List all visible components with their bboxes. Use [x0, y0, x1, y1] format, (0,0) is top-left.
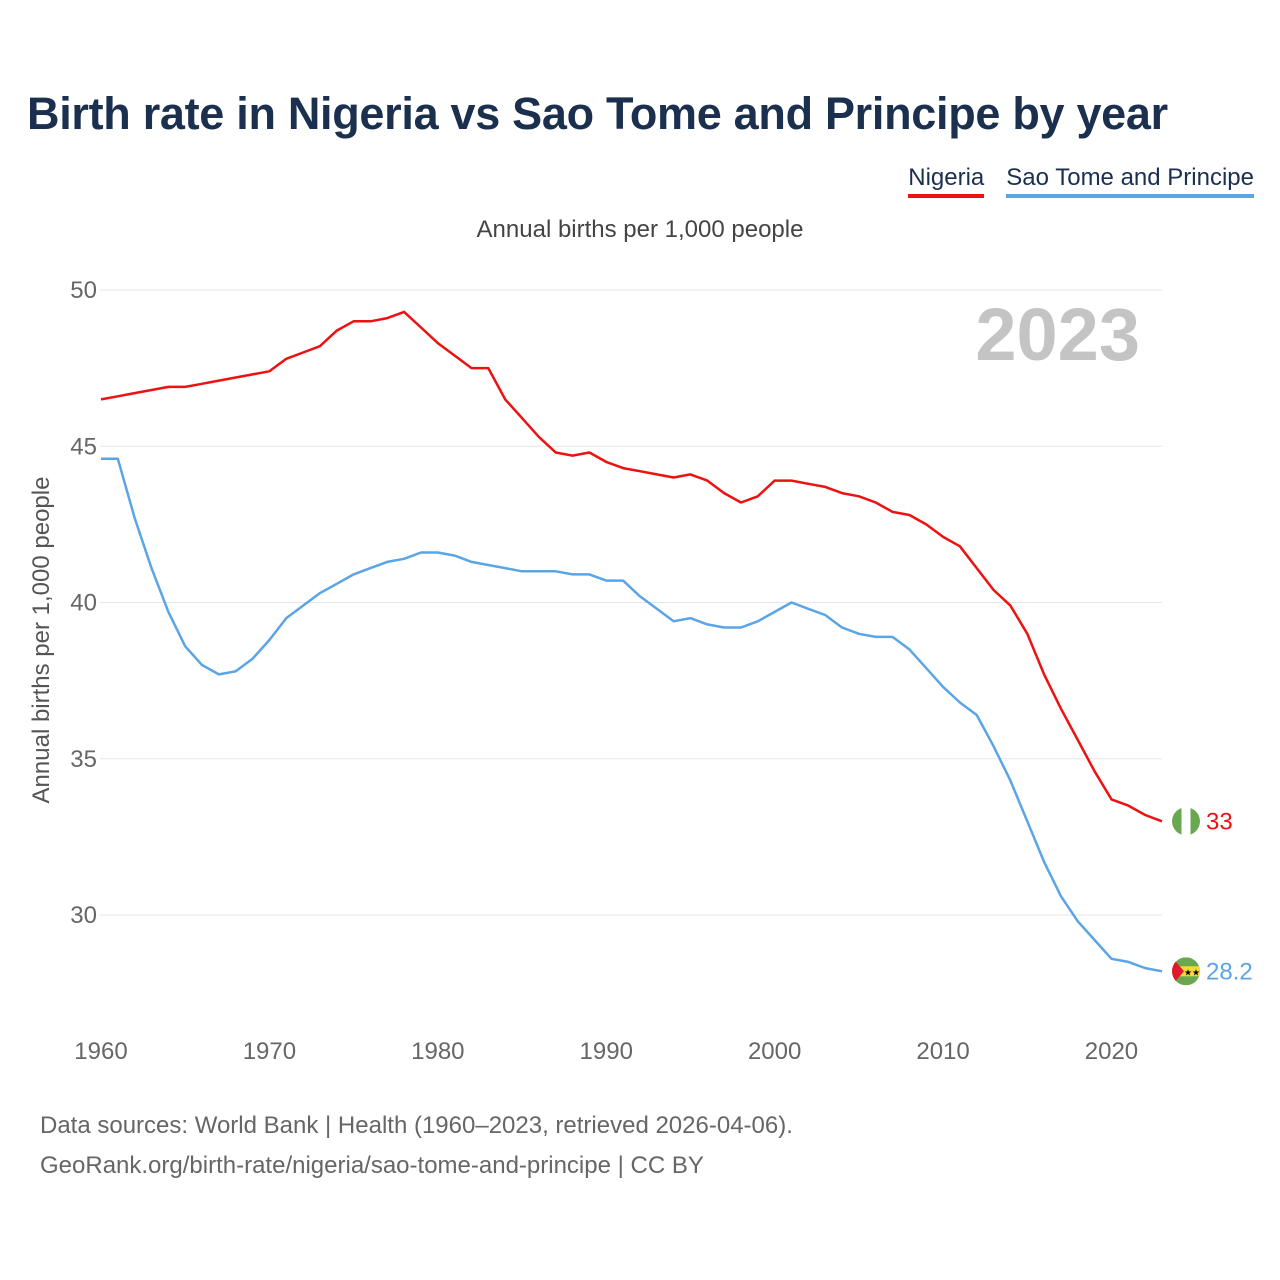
y-tick-label: 35 [70, 746, 97, 773]
nigeria-flag-icon [1172, 807, 1200, 836]
legend: Nigeria Sao Tome and Principe [908, 164, 1254, 198]
footer: Data sources: World Bank | Health (1960–… [40, 1106, 793, 1186]
legend-item-nigeria[interactable]: Nigeria [908, 164, 985, 198]
x-tick-label: 1960 [74, 1038, 127, 1065]
x-axis-ticks: 1960 1970 1980 1990 2000 2010 2020 [74, 1038, 1138, 1065]
x-tick-label: 2000 [748, 1038, 801, 1065]
svg-text:★★: ★★ [1184, 968, 1200, 978]
year-overlay: 2023 [975, 293, 1140, 376]
series-line-nigeria[interactable] [100, 310, 1163, 823]
gridlines [100, 289, 1162, 916]
series-line-sao-tome-and-principe[interactable] [101, 457, 1163, 973]
y-axis-ticks: 30 35 40 45 50 [70, 277, 97, 929]
x-tick-label: 1990 [580, 1038, 633, 1065]
source-url: GeoRank.org/birth-rate/nigeria/sao-tome-… [40, 1152, 704, 1179]
y-tick-label: 40 [70, 590, 97, 617]
x-tick-label: 2020 [1085, 1038, 1138, 1065]
end-markers: ★★ [1172, 807, 1200, 986]
data-source-note: Data sources: World Bank | Health (1960–… [40, 1112, 793, 1139]
sao-tome-and-principe-flag-icon: ★★ [1172, 957, 1200, 986]
x-tick-label: 2010 [916, 1038, 969, 1065]
end-labels: 33 28.2 [1206, 808, 1253, 985]
chart-title: Birth rate in Nigeria vs Sao Tome and Pr… [27, 88, 1168, 139]
y-tick-label: 45 [70, 433, 97, 460]
y-tick-label: 30 [70, 902, 97, 929]
end-label-nigeria: 33 [1206, 808, 1233, 835]
end-label-sao-tome-and-principe: 28.2 [1206, 958, 1253, 985]
x-tick-label: 1970 [243, 1038, 296, 1065]
legend-item-sao-tome-and-principe[interactable]: Sao Tome and Principe [1006, 164, 1254, 198]
y-tick-label: 50 [70, 277, 97, 304]
chart-subtitle: Annual births per 1,000 people [476, 216, 804, 243]
x-tick-label: 1980 [411, 1038, 464, 1065]
series-lines [100, 310, 1163, 973]
